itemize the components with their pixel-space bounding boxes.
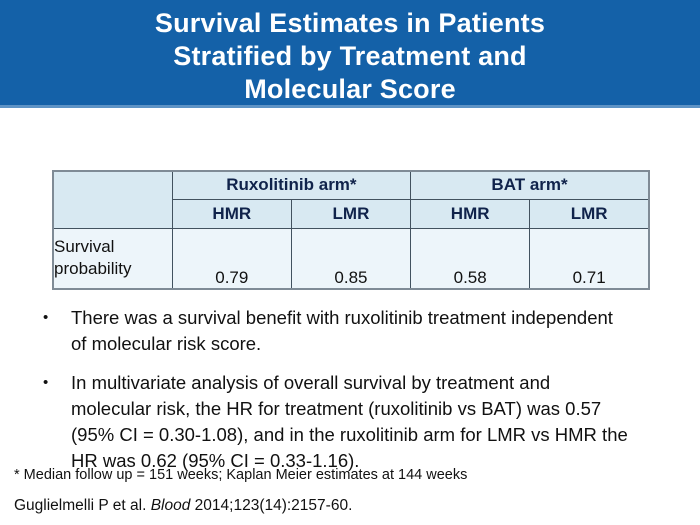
bullet-item-2: • In multivariate analysis of overall su…: [40, 370, 665, 474]
page-title-line-2: Stratified by Treatment and: [173, 41, 527, 71]
value-rux-hmr: 0.79: [171, 227, 292, 290]
survival-results-table: Ruxolitinib arm* BAT arm* HMR LMR HMR LM…: [52, 170, 650, 290]
value-rux-lmr: 0.85: [290, 227, 412, 290]
title-banner: Survival Estimates in Patients Stratifie…: [0, 0, 700, 108]
footnote: * Median follow up = 151 weeks; Kaplan M…: [14, 467, 468, 483]
table-row-survival-probability: Survival probability 0.79 0.85 0.58 0.71: [52, 227, 650, 290]
citation-reference: 2014;123(14):2157-60.: [190, 497, 353, 514]
value-bat-hmr: 0.58: [410, 227, 531, 290]
column-group-bat-arm: BAT arm*: [410, 170, 650, 200]
bullet-dot: •: [43, 309, 49, 326]
column-header-rux-lmr: LMR: [290, 198, 412, 229]
column-header-rux-hmr: HMR: [171, 198, 292, 229]
page-title-line-3: Molecular Score: [244, 74, 456, 104]
bullet-item-1: • There was a survival benefit with ruxo…: [40, 305, 665, 357]
bullet-text-1: There was a survival benefit with ruxoli…: [71, 307, 613, 354]
bullet-list: • There was a survival benefit with ruxo…: [40, 305, 665, 487]
value-bat-lmr: 0.71: [529, 227, 650, 290]
bullet-dot: •: [43, 374, 49, 391]
column-group-ruxolitinib-arm: Ruxolitinib arm*: [171, 170, 412, 200]
survival-table-container: Ruxolitinib arm* BAT arm* HMR LMR HMR LM…: [52, 170, 650, 290]
table-header-row-arms: Ruxolitinib arm* BAT arm*: [52, 170, 650, 229]
citation-authors: Guglielmelli P et al.: [14, 497, 151, 514]
column-header-bat-lmr: LMR: [529, 198, 650, 229]
row-label-survival-probability: Survival probability: [52, 227, 173, 290]
column-header-bat-hmr: HMR: [410, 198, 531, 229]
bullet-text-2: In multivariate analysis of overall surv…: [71, 372, 628, 471]
page-title: Survival Estimates in Patients Stratifie…: [0, 0, 700, 106]
citation-journal-name: Blood: [150, 497, 191, 514]
page-title-line-1: Survival Estimates in Patients: [154, 8, 546, 38]
table-corner-cell: [52, 170, 173, 229]
citation: Guglielmelli P et al. Blood 2014;123(14)…: [14, 497, 352, 515]
table-header-row-risk: HMR LMR HMR LMR: [53, 198, 650, 229]
